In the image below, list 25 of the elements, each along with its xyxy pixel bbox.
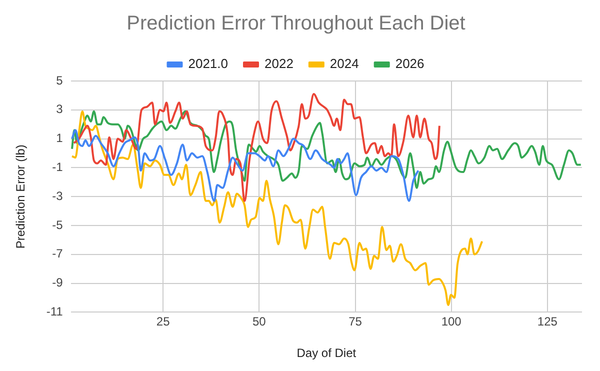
line-series (71, 110, 484, 306)
y-tick-label: 3 (56, 102, 64, 116)
line-series (72, 93, 440, 202)
y-tick-label: 1 (56, 131, 64, 146)
y-tick-label: -11 (46, 304, 64, 319)
y-tick-label: 5 (56, 73, 64, 88)
x-tick-label: 25 (156, 314, 170, 329)
line-series (71, 129, 420, 202)
line-series (71, 110, 582, 189)
y-tick-label: -7 (52, 246, 64, 261)
x-tick-label: 75 (348, 314, 362, 329)
legend-label: 2026 (395, 56, 424, 72)
legend-label: 2022 (264, 56, 294, 72)
x-axis-title: Day of Diet (296, 346, 357, 360)
y-axis-title: Prediction Error (lb) (14, 144, 28, 249)
legend-label: 2021.0 (188, 56, 228, 72)
y-tick-label: -5 (52, 218, 64, 232)
x-tick-label: 50 (252, 314, 266, 329)
legend-label: 2024 (330, 56, 359, 72)
y-tick-label: -9 (52, 276, 64, 290)
x-tick-label: 125 (537, 314, 558, 329)
y-tick-label: -3 (52, 188, 64, 203)
y-tick-label: -1 (52, 160, 64, 174)
x-tick-label: 100 (441, 314, 462, 329)
chart-title: Prediction Error Throughout Each Diet (126, 12, 466, 35)
